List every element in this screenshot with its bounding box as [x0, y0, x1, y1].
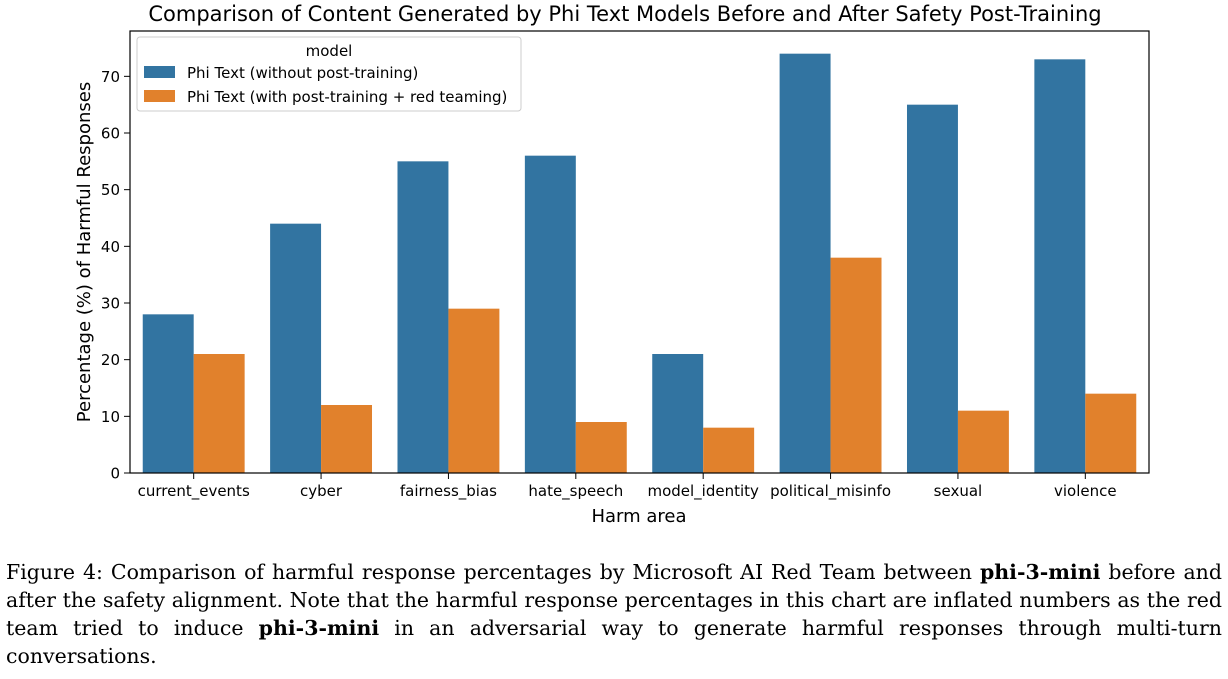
x-tick-label: fairness_bias	[400, 482, 497, 501]
x-tick-label: sexual	[934, 482, 983, 500]
x-tick-label: hate_speech	[528, 482, 623, 501]
bar-without-current_events	[142, 314, 194, 473]
bar-with-fairness_bias	[448, 308, 500, 473]
caption-model-1: phi-3-mini	[979, 560, 1101, 584]
bar-without-sexual	[906, 104, 958, 474]
bar-without-political_misinfo	[779, 53, 831, 474]
y-tick-label: 70	[101, 68, 120, 86]
bar-without-violence	[1034, 59, 1086, 473]
x-axis: current_events cyber fairness_bias hate_spe…	[138, 473, 1117, 501]
y-tick-label: 60	[101, 125, 120, 143]
caption-model-2: phi-3-mini	[258, 616, 380, 640]
bar-without-fairness_bias	[397, 161, 449, 473]
legend-swatch-with	[144, 90, 175, 102]
legend-label-with: Phi Text (with post-training + red teami…	[187, 88, 507, 106]
bar-with-hate_speech	[575, 422, 627, 473]
legend: model Phi Text (without post-training) P…	[136, 36, 522, 112]
bar-with-sexual	[957, 410, 1009, 473]
bar-with-political_misinfo	[830, 257, 882, 473]
caption-prefix: Figure 4: Comparison of harmful response…	[6, 560, 980, 584]
bar-with-model_identity	[703, 427, 755, 473]
x-tick-label: political_misinfo	[770, 482, 891, 501]
y-tick-label: 20	[101, 351, 120, 369]
y-tick-label: 50	[101, 181, 120, 199]
caption-middle: before and after the safety alignment. N…	[6, 560, 1222, 640]
x-tick-label: current_events	[138, 482, 250, 501]
chart-title: Comparison of Content Generated by Phi T…	[148, 2, 1101, 26]
y-axis-label: Percentage (%) of Harmful Responses	[74, 82, 95, 422]
bar-without-hate_speech	[524, 155, 576, 474]
figure-caption: Figure 4: Comparison of harmful response…	[6, 558, 1222, 670]
bar-chart: Comparison of Content Generated by Phi T…	[74, 2, 1150, 527]
plot-frame	[129, 30, 1150, 474]
bar-with-current_events	[193, 354, 245, 473]
legend-box	[136, 36, 522, 112]
y-tick-label: 0	[110, 465, 120, 483]
bar-with-cyber	[321, 405, 373, 473]
x-tick-label: model_identity	[647, 482, 759, 501]
legend-swatch-without	[144, 66, 175, 78]
bars-group	[142, 53, 1137, 474]
bar-with-violence	[1085, 393, 1137, 473]
bar-without-cyber	[270, 223, 322, 473]
caption-suffix: in an adversarial way to generate harmfu…	[6, 616, 1222, 668]
x-tick-label: violence	[1054, 482, 1117, 500]
x-tick-label: cyber	[300, 482, 343, 500]
bar-without-model_identity	[652, 354, 704, 473]
legend-title: model	[306, 42, 353, 60]
y-tick-label: 30	[101, 295, 120, 313]
legend-label-without: Phi Text (without post-training)	[187, 64, 418, 82]
y-axis: 0 10 20 30 40 50 60 70	[101, 68, 130, 483]
y-tick-label: 40	[101, 238, 120, 256]
x-axis-label: Harm area	[591, 506, 686, 527]
y-tick-label: 10	[101, 408, 120, 426]
